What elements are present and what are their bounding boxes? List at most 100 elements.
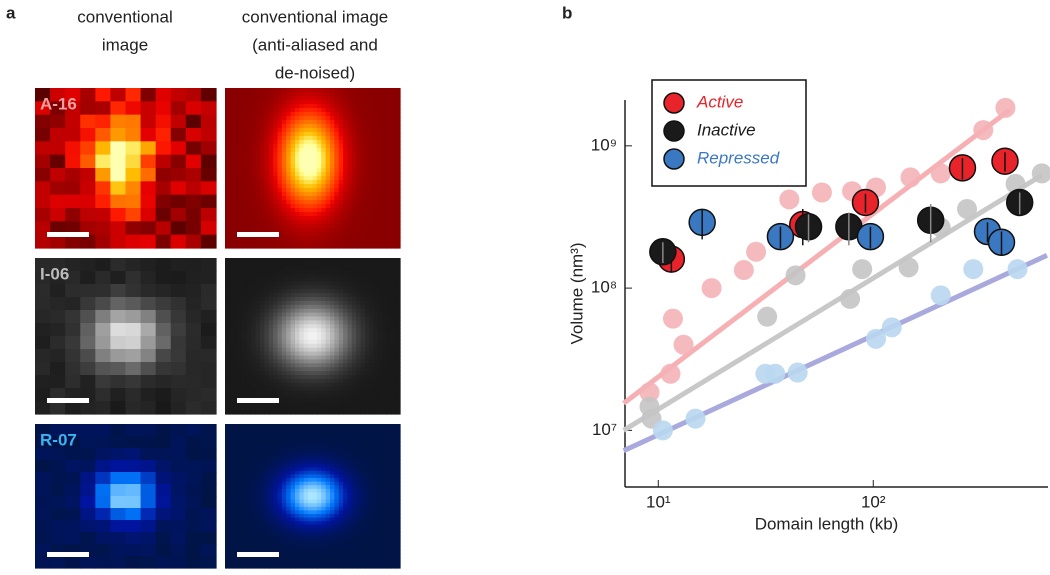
pixel <box>65 401 81 415</box>
pixel <box>225 524 230 529</box>
pixel <box>338 324 344 329</box>
pixel <box>303 180 309 185</box>
pixel <box>351 152 357 157</box>
pixel <box>286 445 292 450</box>
pixel <box>242 92 248 97</box>
pixel <box>251 339 257 345</box>
pixel <box>334 532 340 537</box>
pixel <box>395 188 401 193</box>
pixel <box>325 164 331 169</box>
pixel <box>277 297 283 302</box>
pixel <box>338 438 344 443</box>
pixel <box>238 492 244 497</box>
pixel <box>238 297 244 302</box>
pixel <box>303 347 309 353</box>
pixel <box>369 378 375 384</box>
pixel <box>321 140 327 145</box>
pixel <box>365 188 370 193</box>
pixel <box>351 442 357 447</box>
pixel <box>290 196 296 201</box>
pixel <box>360 564 366 569</box>
pixel <box>65 258 81 272</box>
pixel <box>303 132 309 137</box>
pixel <box>229 208 235 213</box>
pixel <box>373 240 379 245</box>
pixel <box>281 320 287 325</box>
pixel <box>281 152 287 157</box>
pixel <box>238 564 244 569</box>
pixel <box>351 277 357 282</box>
pixel <box>290 200 296 205</box>
pixel <box>373 232 379 237</box>
pixel <box>229 316 235 321</box>
pixel <box>140 128 157 142</box>
pixel <box>330 116 335 121</box>
pixel <box>295 542 300 547</box>
pixel <box>334 506 340 511</box>
pixel <box>312 324 318 329</box>
pixel <box>251 452 257 457</box>
pixel <box>273 363 279 368</box>
pixel <box>343 144 349 149</box>
pixel <box>110 141 127 156</box>
pixel <box>281 542 287 547</box>
pixel <box>281 524 287 529</box>
pixel <box>246 410 252 415</box>
pixel <box>365 496 370 501</box>
pixel <box>155 234 172 249</box>
pixel <box>233 261 239 267</box>
pixel <box>391 265 397 271</box>
pixel <box>242 410 248 415</box>
pixel <box>334 308 340 314</box>
pixel <box>35 258 51 272</box>
pixel <box>378 265 384 271</box>
pixel <box>312 474 318 479</box>
pixel <box>281 273 287 279</box>
pixel <box>316 410 322 415</box>
pixel <box>242 172 248 177</box>
pixel <box>391 336 397 341</box>
pixel <box>255 180 261 185</box>
pixel <box>330 386 335 392</box>
pixel <box>308 152 314 157</box>
pixel <box>334 347 340 353</box>
pixel <box>308 371 314 376</box>
pixel <box>338 224 344 229</box>
pixel <box>334 442 340 447</box>
pixel <box>242 281 248 286</box>
pixel <box>255 510 261 515</box>
pixel <box>290 481 296 486</box>
pixel <box>65 349 81 363</box>
pixel <box>356 289 362 294</box>
pixel <box>334 196 340 201</box>
pixel <box>273 347 279 353</box>
pixel <box>251 244 257 249</box>
pixel <box>242 506 248 511</box>
pixel <box>312 427 318 432</box>
pixel <box>312 88 318 93</box>
pixel <box>321 300 327 306</box>
pixel <box>286 316 292 321</box>
pixel <box>325 124 331 129</box>
pixel <box>229 478 235 483</box>
pixel <box>316 456 322 461</box>
pixel <box>338 160 344 165</box>
pixel <box>255 285 261 290</box>
pixel <box>334 212 340 217</box>
pixel <box>356 359 362 364</box>
pixel <box>273 485 279 490</box>
pixel <box>255 240 261 245</box>
pixel <box>338 485 344 490</box>
pixel <box>378 386 384 392</box>
pixel <box>251 132 257 137</box>
pixel <box>295 96 300 101</box>
pixel <box>343 188 349 193</box>
pixel <box>347 228 353 233</box>
pixel <box>325 442 331 447</box>
pixel <box>391 240 397 245</box>
pixel <box>347 204 353 209</box>
pixel <box>299 184 305 189</box>
pixel <box>382 108 388 113</box>
pixel <box>378 220 384 225</box>
pixel <box>295 394 300 399</box>
